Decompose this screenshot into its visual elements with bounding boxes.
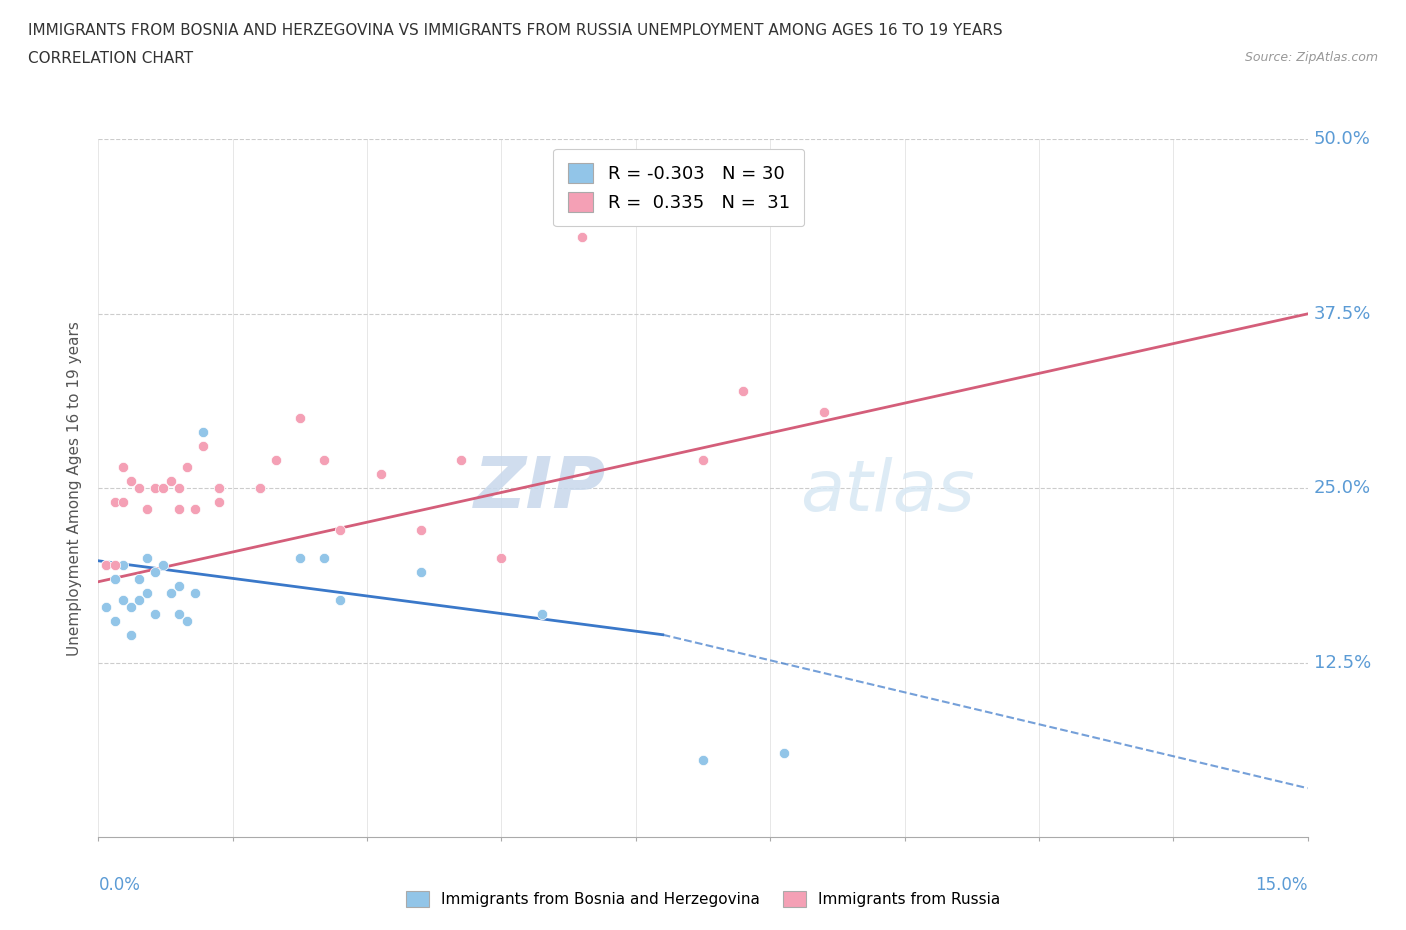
Point: [135, 502, 157, 517]
Point: [111, 558, 134, 573]
Point: [176, 460, 198, 474]
Text: CORRELATION CHART: CORRELATION CHART: [28, 51, 193, 66]
Text: 15.0%: 15.0%: [1256, 876, 1308, 894]
Text: 12.5%: 12.5%: [1313, 654, 1371, 671]
Text: IMMIGRANTS FROM BOSNIA AND HERZEGOVINA VS IMMIGRANTS FROM RUSSIA UNEMPLOYMENT AM: IMMIGRANTS FROM BOSNIA AND HERZEGOVINA V…: [28, 23, 1002, 38]
Point: [264, 453, 287, 468]
Point: [135, 586, 157, 601]
Point: [692, 453, 714, 468]
Text: 0.0%: 0.0%: [98, 876, 141, 894]
Point: [96, 558, 118, 573]
Point: [249, 481, 271, 496]
Point: [135, 551, 157, 565]
Point: [103, 614, 125, 629]
Point: [143, 481, 166, 496]
Point: [329, 523, 352, 538]
Point: [813, 404, 835, 418]
Point: [733, 383, 755, 398]
Y-axis label: Unemployment Among Ages 16 to 19 years: Unemployment Among Ages 16 to 19 years: [67, 321, 83, 656]
Point: [530, 606, 553, 621]
Point: [208, 495, 231, 510]
Point: [120, 474, 142, 489]
Point: [450, 453, 472, 468]
Text: ZIP: ZIP: [474, 454, 606, 523]
Point: [96, 600, 118, 615]
Point: [96, 558, 118, 573]
Point: [288, 411, 311, 426]
Text: atlas: atlas: [800, 458, 974, 526]
Point: [314, 453, 336, 468]
Point: [103, 495, 125, 510]
Point: [152, 558, 174, 573]
Point: [167, 578, 190, 593]
Point: [120, 600, 142, 615]
Point: [111, 495, 134, 510]
Point: [160, 586, 183, 601]
Point: [208, 481, 231, 496]
Point: [176, 614, 198, 629]
Legend: Immigrants from Bosnia and Herzegovina, Immigrants from Russia: Immigrants from Bosnia and Herzegovina, …: [399, 884, 1007, 913]
Point: [249, 481, 271, 496]
Point: [491, 551, 513, 565]
Point: [120, 628, 142, 643]
Point: [160, 474, 183, 489]
Point: [370, 467, 392, 482]
Point: [103, 571, 125, 587]
Point: [193, 425, 215, 440]
Point: [409, 565, 432, 579]
Point: [314, 551, 336, 565]
Point: [571, 230, 593, 245]
Text: Source: ZipAtlas.com: Source: ZipAtlas.com: [1244, 51, 1378, 64]
Point: [111, 592, 134, 607]
Point: [128, 481, 150, 496]
Point: [143, 565, 166, 579]
Text: 37.5%: 37.5%: [1313, 305, 1371, 323]
Point: [128, 592, 150, 607]
Point: [167, 606, 190, 621]
Point: [288, 551, 311, 565]
Text: 25.0%: 25.0%: [1313, 479, 1371, 498]
Legend: R = -0.303   N = 30, R =  0.335   N =  31: R = -0.303 N = 30, R = 0.335 N = 31: [554, 149, 804, 226]
Point: [152, 481, 174, 496]
Point: [111, 460, 134, 474]
Point: [329, 592, 352, 607]
Text: 50.0%: 50.0%: [1313, 130, 1371, 149]
Point: [103, 558, 125, 573]
Point: [167, 502, 190, 517]
Point: [772, 746, 794, 761]
Point: [184, 502, 207, 517]
Point: [409, 523, 432, 538]
Point: [208, 481, 231, 496]
Point: [692, 753, 714, 768]
Point: [193, 439, 215, 454]
Point: [143, 606, 166, 621]
Point: [184, 586, 207, 601]
Point: [128, 571, 150, 587]
Point: [167, 481, 190, 496]
